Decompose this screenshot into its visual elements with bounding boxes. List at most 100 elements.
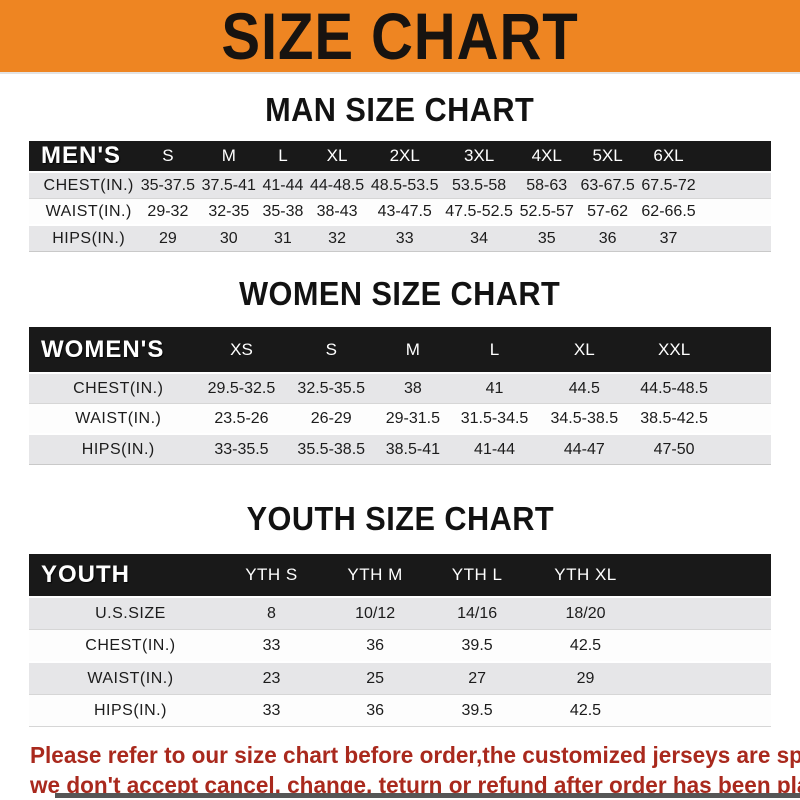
measurement-value: 44.5-48.5 — [629, 373, 719, 404]
measurement-value: 42.5 — [526, 629, 645, 662]
measurement-value: 34 — [441, 225, 517, 252]
women-size-chart-heading-text: WOMEN SIZE CHART — [239, 275, 561, 312]
size-column-header: L — [259, 141, 307, 172]
measurement-value: 10/12 — [322, 597, 429, 630]
measurement-value: 35 — [516, 225, 578, 252]
measurement-value: 23.5-26 — [196, 403, 287, 434]
measurement-value: 52.5-57 — [516, 198, 578, 225]
size-column-header: 3XL — [441, 141, 517, 172]
measurement-value: 25 — [322, 662, 429, 695]
measurement-value: 27 — [428, 662, 526, 695]
measurement-value: 41-44 — [259, 172, 307, 199]
measurement-value: 41-44 — [449, 434, 540, 465]
measurement-value: 39.5 — [428, 629, 526, 662]
measurement-value: 29-31.5 — [376, 403, 450, 434]
size-column-header: M — [376, 327, 450, 373]
size-column-header: YTH XL — [526, 554, 645, 597]
measurement-value: 36 — [322, 629, 429, 662]
row-spacer-cell — [645, 662, 771, 695]
measurement-value: 29.5-32.5 — [196, 373, 287, 404]
measurement-value: 35-38 — [259, 198, 307, 225]
order-disclaimer: Please refer to our size chart before or… — [30, 740, 800, 800]
size-column-header: XL — [539, 327, 630, 373]
table-group-label: WOMEN'S — [29, 327, 197, 373]
table-group-label: MEN'S — [29, 141, 138, 172]
measurement-row: CHEST(IN.) 29.5-32.5 32.5-35.5 38 41 44.5 44.5… — [29, 373, 771, 404]
measurement-value: 44-47 — [539, 434, 630, 465]
measurement-value: 33-35.5 — [196, 434, 287, 465]
measurement-value: 29 — [526, 662, 645, 695]
measurement-value: 35-37.5 — [137, 172, 199, 199]
row-spacer-cell — [719, 434, 771, 465]
measurement-value: 33 — [220, 694, 323, 727]
row-spacer-cell — [699, 172, 771, 199]
man-size-section: MAN SIZE CHART MEN'S S M L XL 2XL 3XL 4XL 5XL 6XL… — [0, 74, 800, 252]
size-column-header: YTH L — [428, 554, 526, 597]
measurement-row: CHEST(IN.) 35-37.5 37.5-41 41-44 44-48.5 48.5… — [29, 172, 771, 199]
measurement-label: WAIST(IN.) — [29, 403, 197, 434]
measurement-label: HIPS(IN.) — [29, 225, 138, 252]
size-column-header: 4XL — [516, 141, 578, 172]
header-spacer-cell — [699, 141, 771, 172]
man-size-chart-heading: MAN SIZE CHART — [0, 74, 800, 141]
measurement-value: 47-50 — [629, 434, 719, 465]
measurement-value: 38 — [376, 373, 450, 404]
measurement-label: WAIST(IN.) — [29, 662, 221, 695]
measurement-value: 32 — [306, 225, 368, 252]
header-spacer-cell — [719, 327, 771, 373]
measurement-value: 23 — [220, 662, 323, 695]
measurement-value: 38.5-42.5 — [629, 403, 719, 434]
measurement-value: 48.5-53.5 — [367, 172, 442, 199]
measurement-value: 35.5-38.5 — [286, 434, 377, 465]
measurement-value: 31.5-34.5 — [449, 403, 540, 434]
size-column-header: L — [449, 327, 540, 373]
measurement-value: 36 — [577, 225, 639, 252]
measurement-value: 42.5 — [526, 694, 645, 727]
measurement-row: CHEST(IN.) 33 36 39.5 42.5 — [29, 629, 771, 662]
measurement-value: 8 — [220, 597, 323, 630]
measurement-label: CHEST(IN.) — [29, 373, 197, 404]
measurement-value: 62-66.5 — [638, 198, 699, 225]
measurement-value: 47.5-52.5 — [441, 198, 517, 225]
row-spacer-cell — [699, 198, 771, 225]
measurement-label: CHEST(IN.) — [29, 172, 138, 199]
measurement-label: HIPS(IN.) — [29, 694, 221, 727]
row-spacer-cell — [645, 629, 771, 662]
measurement-row: WAIST(IN.) 23 25 27 29 — [29, 662, 771, 695]
size-column-header: YTH M — [322, 554, 429, 597]
measurement-value: 36 — [322, 694, 429, 727]
size-header-row: MEN'S S M L XL 2XL 3XL 4XL 5XL 6XL — [29, 141, 771, 172]
youth-size-table: YOUTH YTH S YTH M YTH L YTH XL U.S.SIZE 8 10/12… — [29, 554, 771, 727]
women-size-chart-heading: WOMEN SIZE CHART — [0, 252, 800, 327]
row-spacer-cell — [699, 225, 771, 252]
size-column-header: 6XL — [638, 141, 699, 172]
measurement-label: CHEST(IN.) — [29, 629, 221, 662]
size-header-row: YOUTH YTH S YTH M YTH L YTH XL — [29, 554, 771, 597]
measurement-row: HIPS(IN.) 33 36 39.5 42.5 — [29, 694, 771, 727]
measurement-label: U.S.SIZE — [29, 597, 221, 630]
measurement-row: HIPS(IN.) 29 30 31 32 33 34 35 36 37 — [29, 225, 771, 252]
size-column-header: YTH S — [220, 554, 323, 597]
measurement-value: 37 — [638, 225, 699, 252]
size-column-header: 2XL — [367, 141, 442, 172]
measurement-value: 44.5 — [539, 373, 630, 404]
measurement-value: 31 — [259, 225, 307, 252]
measurement-value: 43-47.5 — [367, 198, 442, 225]
man-size-chart-heading-text: MAN SIZE CHART — [265, 91, 535, 128]
measurement-value: 33 — [220, 629, 323, 662]
header-spacer-cell — [645, 554, 771, 597]
measurement-value: 29-32 — [137, 198, 199, 225]
measurement-value: 32.5-35.5 — [286, 373, 377, 404]
youth-size-chart-heading: YOUTH SIZE CHART — [0, 465, 800, 554]
measurement-value: 37.5-41 — [198, 172, 260, 199]
row-spacer-cell — [719, 373, 771, 404]
measurement-value: 32-35 — [198, 198, 260, 225]
disclaimer-line-1: Please refer to our size chart before or… — [30, 742, 800, 768]
measurement-value: 67.5-72 — [638, 172, 699, 199]
youth-size-section: YOUTH SIZE CHART YOUTH YTH S YTH M YTH L YTH… — [0, 465, 800, 727]
size-column-header: S — [137, 141, 199, 172]
measurement-label: HIPS(IN.) — [29, 434, 197, 465]
size-column-header: XL — [306, 141, 368, 172]
size-column-header: S — [286, 327, 377, 373]
measurement-value: 14/16 — [428, 597, 526, 630]
